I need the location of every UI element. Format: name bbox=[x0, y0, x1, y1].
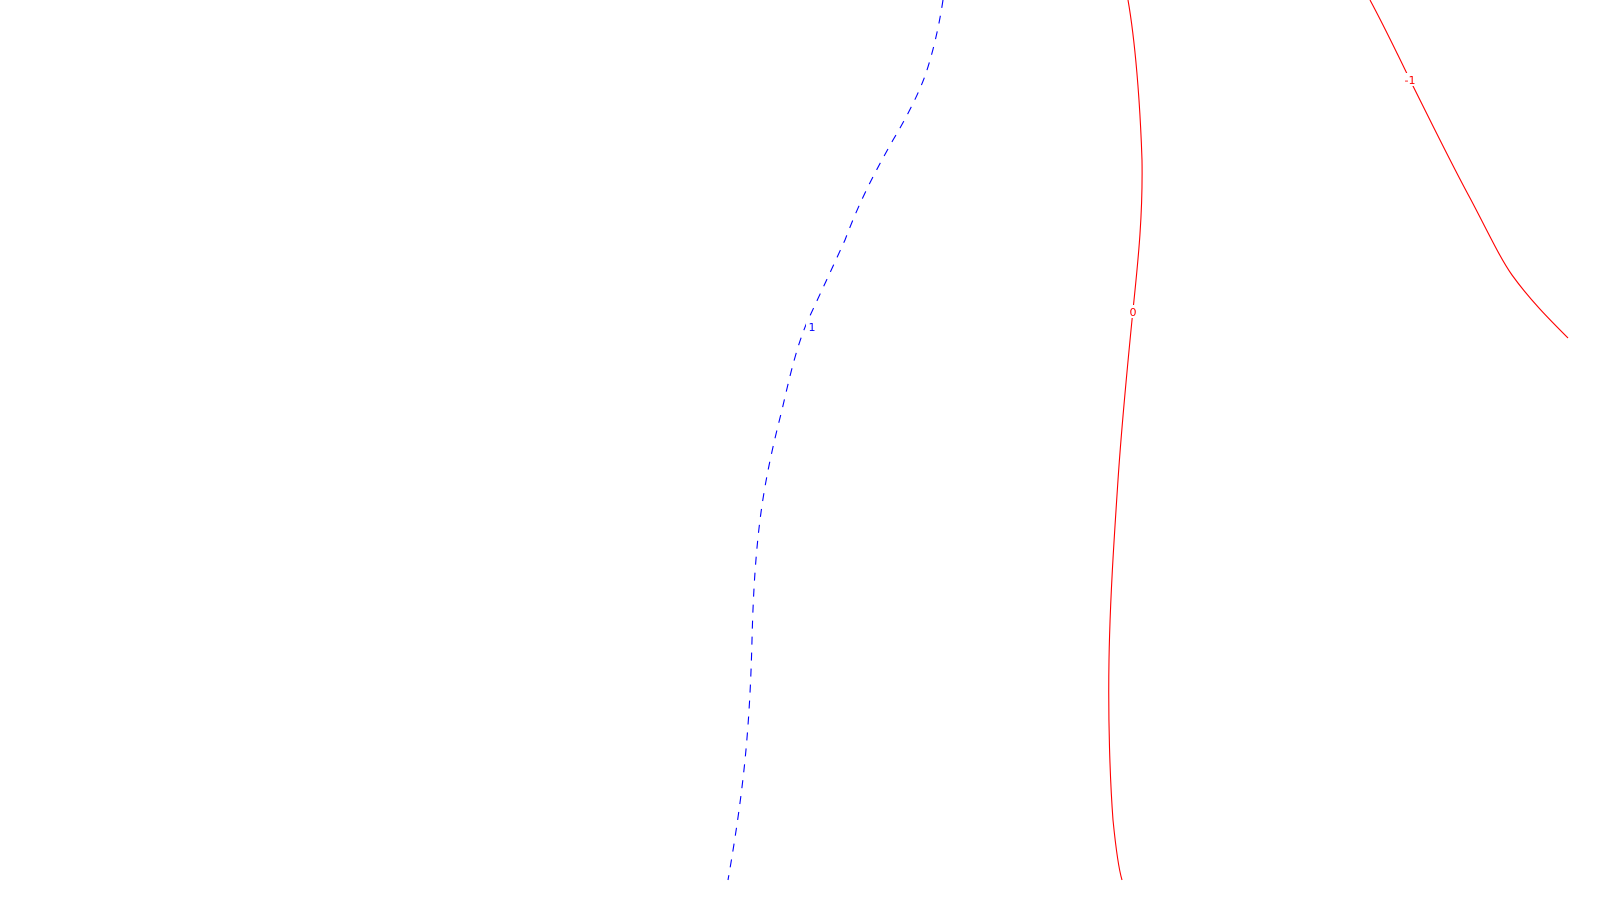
contour-label-bg bbox=[1127, 305, 1139, 318]
contour-label-zero: 0 bbox=[1130, 306, 1137, 319]
contour-line-minus-1 bbox=[1369, 0, 1569, 339]
contour-label-minus-1: -1 bbox=[1405, 74, 1416, 87]
contour-line-plus-1 bbox=[727, 0, 944, 881]
contour-line-zero bbox=[1108, 0, 1143, 881]
contour-label-bg bbox=[1401, 73, 1419, 86]
contour-label-plus-1: 1 bbox=[809, 321, 816, 334]
contour-label-bg bbox=[806, 320, 818, 333]
